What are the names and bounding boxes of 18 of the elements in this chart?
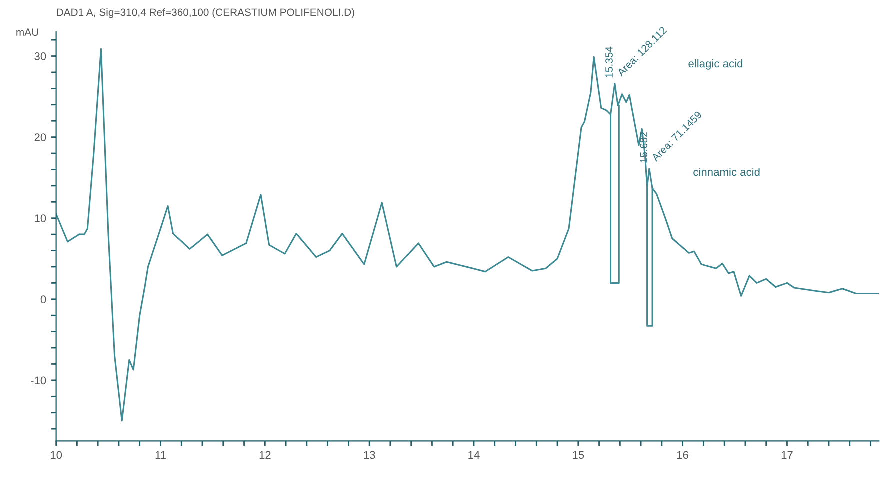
x-tick-label: 14 <box>468 451 480 459</box>
y-tick-label: 0 <box>40 296 46 304</box>
y-axis-title: mAU <box>16 28 38 36</box>
x-tick-label: 11 <box>156 451 166 459</box>
x-tick-label: 16 <box>677 451 689 460</box>
y-tick-label: -10 <box>31 376 46 385</box>
x-tick-label: 10 <box>50 451 62 460</box>
chart-title: DAD1 A, Sig=310,4 Ref=360,100 (CERASTIUM POLIFENOLI.D) <box>57 8 354 18</box>
annotation: cinnamic acid <box>694 168 760 176</box>
x-tick-label: 15 <box>573 451 584 460</box>
x-tick-label: 12 <box>260 451 271 459</box>
y-tick-label: 10 <box>35 214 46 222</box>
annotation: 15.354 <box>606 46 613 78</box>
y-tick-label: 30 <box>34 52 46 60</box>
y-tick-label: 20 <box>34 134 46 142</box>
x-tick-label: 13 <box>364 451 376 460</box>
annotation: ellagic acid <box>688 60 742 70</box>
x-tick-label: 17 <box>782 451 793 459</box>
